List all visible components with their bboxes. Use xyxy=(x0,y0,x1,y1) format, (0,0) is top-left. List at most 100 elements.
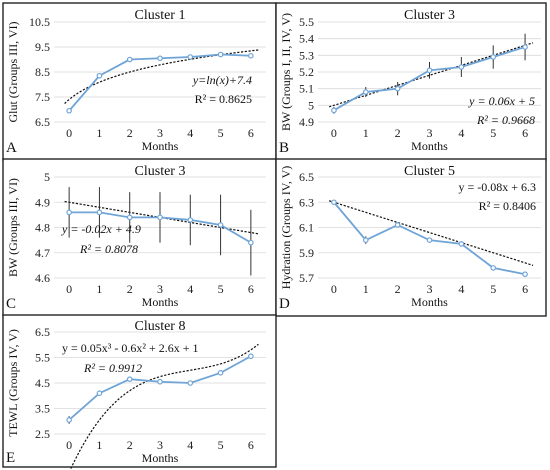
panel-b: 4.9 5 5.1 5.2 5.3 5.4 5.5 0 1 2 3 4 5 6 Cluster 3 Month… xyxy=(275,2,547,161)
data-point xyxy=(248,239,254,246)
x-tick-label: 3 xyxy=(157,126,163,140)
x-tick-label: 4 xyxy=(187,282,193,296)
y-tick-label: 7.5 xyxy=(35,90,50,104)
y-tick-label: 6.5 xyxy=(35,115,50,129)
trend-equation: y = -0.02x + 4.9 xyxy=(61,222,141,236)
x-axis-label: Months xyxy=(142,295,179,309)
panel-a: 6.5 7.5 8.5 9.5 10.5 0 1 2 3 4 5 6 Cluster 1 Months Gl… xyxy=(2,2,277,161)
data-point xyxy=(522,271,528,278)
x-tick-label: 1 xyxy=(96,126,102,140)
x-tick-label: 1 xyxy=(363,282,369,296)
data-point xyxy=(157,214,163,221)
trendline xyxy=(328,42,534,108)
r-squared: R² = 0.8406 xyxy=(479,199,536,213)
panel-border xyxy=(2,314,277,468)
x-tick-label: 5 xyxy=(218,282,224,296)
chart-title: Cluster 5 xyxy=(404,164,455,179)
x-tick-label: 3 xyxy=(427,282,433,296)
y-tick-label: 4.6 xyxy=(35,271,50,285)
x-tick-label: 6 xyxy=(248,438,254,452)
x-tick-label: 6 xyxy=(522,282,528,296)
y-tick-label: 5 xyxy=(44,170,50,184)
y-tick-label: 2.5 xyxy=(35,427,50,441)
x-axis-label: Months xyxy=(142,451,179,465)
x-tick-label: 1 xyxy=(96,282,102,296)
data-point xyxy=(126,56,133,63)
y-tick-label: 9.5 xyxy=(35,40,50,54)
data-point xyxy=(490,265,497,271)
data-point xyxy=(248,52,254,59)
data-point xyxy=(96,209,103,216)
data-point xyxy=(187,217,194,223)
data-point xyxy=(331,107,337,114)
chart-title: Cluster 8 xyxy=(135,319,186,334)
x-tick-label: 6 xyxy=(248,282,254,296)
y-tick-label: 4.8 xyxy=(35,221,50,235)
y-tick-label: 4.5 xyxy=(35,376,50,390)
x-tick-label: 4 xyxy=(458,126,464,140)
y-tick-label: 3.5 xyxy=(35,402,50,416)
y-tick-label: 5.7 xyxy=(299,271,314,285)
data-point xyxy=(426,237,433,243)
trend-equation: y = 0.05x³ - 0.6x² + 2.6x + 1 xyxy=(62,341,199,355)
x-tick-label: 0 xyxy=(66,126,72,140)
x-tick-label: 2 xyxy=(127,282,133,296)
panel-letter: E xyxy=(6,450,15,466)
y-tick-label: 8.5 xyxy=(35,65,50,79)
y-tick-label: 5.9 xyxy=(299,246,314,260)
x-tick-label: 6 xyxy=(522,126,528,140)
r-squared: R² = 0.8078 xyxy=(79,242,138,256)
y-axis-label: Glut (Groups III, VI) xyxy=(6,21,20,122)
y-axis-label: BW (Groups I, II, IV, V) xyxy=(279,13,293,131)
data-point xyxy=(458,64,465,70)
data-point xyxy=(187,54,194,60)
x-tick-label: 1 xyxy=(96,438,102,452)
x-tick-label: 4 xyxy=(187,126,193,140)
y-tick-label: 10.5 xyxy=(29,15,50,29)
data-point xyxy=(331,199,337,206)
panel-border xyxy=(2,158,277,317)
x-tick-label: 3 xyxy=(157,282,163,296)
x-tick-label: 5 xyxy=(490,126,496,140)
data-point xyxy=(394,85,401,92)
y-tick-label: 5.3 xyxy=(299,48,314,62)
y-tick-label: 6.5 xyxy=(299,170,314,184)
y-tick-label: 5.5 xyxy=(299,15,314,29)
data-point xyxy=(217,51,224,58)
panel-letter: C xyxy=(6,296,16,312)
y-tick-label: 6.3 xyxy=(299,195,314,209)
x-tick-label: 2 xyxy=(395,282,401,296)
chart-title: Cluster 3 xyxy=(404,8,455,23)
x-axis-label: Months xyxy=(411,139,448,153)
r-squared: R² = 0.8625 xyxy=(195,92,252,106)
r-squared: R² = 0.9668 xyxy=(476,113,535,127)
x-axis-label: Months xyxy=(142,139,179,153)
data-point xyxy=(126,376,133,382)
y-tick-label: 5.1 xyxy=(299,82,314,96)
trendline xyxy=(328,200,534,266)
panel-border xyxy=(2,2,277,161)
x-tick-label: 5 xyxy=(218,126,224,140)
panel-letter: B xyxy=(279,140,289,156)
data-point xyxy=(187,380,194,386)
y-axis-label: Hydration (Groups IV, V) xyxy=(279,166,293,290)
x-tick-label: 5 xyxy=(218,438,224,452)
y-tick-label: 5.5 xyxy=(35,351,50,365)
data-point xyxy=(66,209,72,216)
x-tick-label: 2 xyxy=(127,126,133,140)
x-tick-label: 0 xyxy=(331,126,337,140)
trend-equation: y=ln(x)+7.4 xyxy=(192,73,252,87)
data-point xyxy=(157,378,163,385)
x-tick-label: 2 xyxy=(395,126,401,140)
x-tick-label: 3 xyxy=(157,438,163,452)
trend-equation: y = 0.06x + 5 xyxy=(468,94,535,108)
data-point xyxy=(126,214,133,221)
y-axis-label: BW (Groups III, VI) xyxy=(6,178,20,277)
y-tick-label: 6.1 xyxy=(299,221,314,235)
panel-border xyxy=(275,158,547,317)
r-squared: R² = 0.9912 xyxy=(83,361,142,375)
data-point xyxy=(522,44,528,50)
data-point xyxy=(394,222,401,228)
data-point xyxy=(248,353,254,360)
trendline xyxy=(69,343,259,470)
